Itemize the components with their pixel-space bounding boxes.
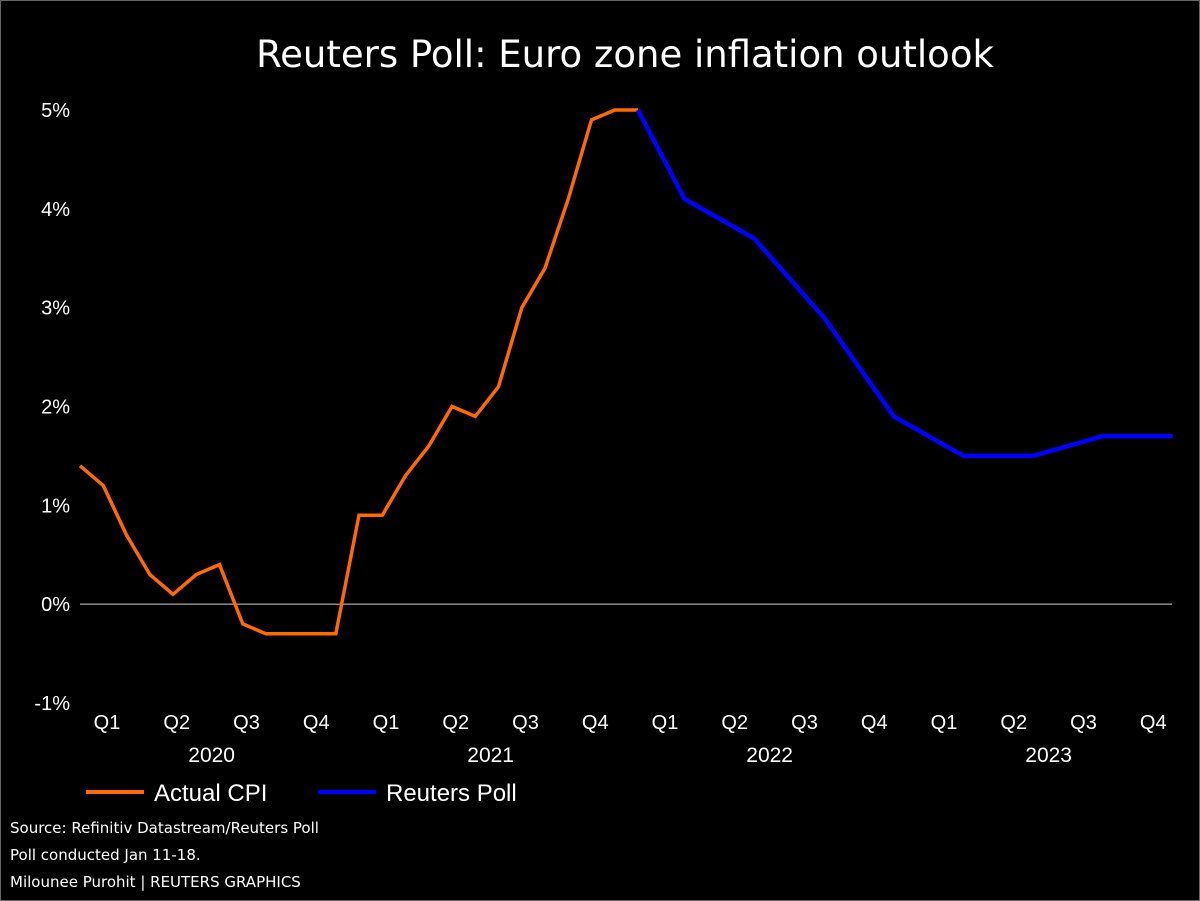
legend-label-reuters-poll: Reuters Poll [386,780,517,807]
x-year-label: 2021 [467,744,514,767]
x-tick-label: Q1 [931,712,958,734]
y-tick-label: 2% [41,397,70,419]
source-note: Source: Refinitiv Datastream/Reuters Pol… [10,819,319,837]
series-line-reuters-poll [636,108,1173,459]
credit-note: Milounee Purohit | REUTERS GRAPHICS [10,873,301,891]
y-tick-label: 5% [41,100,70,122]
x-tick-label: Q4 [1140,712,1167,734]
y-tick-label: 0% [41,594,70,616]
x-tick-label: Q1 [373,712,400,734]
x-year-label: 2023 [1025,744,1072,767]
y-tick-label: 4% [41,199,70,221]
x-tick-label: Q2 [721,712,748,734]
x-tick-label: Q3 [233,712,260,734]
legend-label-actual-cpi: Actual CPI [154,780,267,807]
y-axis: -1% 0% 1% 2% 3% 4% 5% [34,100,70,715]
x-tick-label: Q3 [791,712,818,734]
y-tick-label: 3% [41,298,70,320]
x-tick-label: Q2 [442,712,469,734]
poll-note: Poll conducted Jan 11-18. [10,846,201,864]
legend: Actual CPI Reuters Poll [86,780,517,807]
x-tick-label: Q4 [861,712,888,734]
x-tick-label: Q2 [1000,712,1027,734]
x-year-label: 2022 [746,744,793,767]
x-tick-label: Q1 [94,712,121,734]
x-tick-label: Q3 [512,712,539,734]
chart-title: Reuters Poll: Euro zone inflation outloo… [256,33,994,76]
y-tick-label: -1% [34,693,70,715]
x-tick-label: Q2 [163,712,190,734]
x-axis: Q1 Q2 Q3 Q4 Q1 Q2 Q3 Q4 Q1 Q2 Q3 Q4 Q1 Q2 Q3 Q4 2020 2021… [94,712,1167,767]
x-tick-label: Q4 [303,712,330,734]
series-line-actual-cpi [78,108,638,636]
x-tick-label: Q3 [1070,712,1097,734]
y-tick-label: 1% [41,495,70,517]
series-group [78,108,1173,636]
x-tick-label: Q4 [582,712,609,734]
x-tick-label: Q1 [652,712,679,734]
x-year-label: 2020 [188,744,235,767]
